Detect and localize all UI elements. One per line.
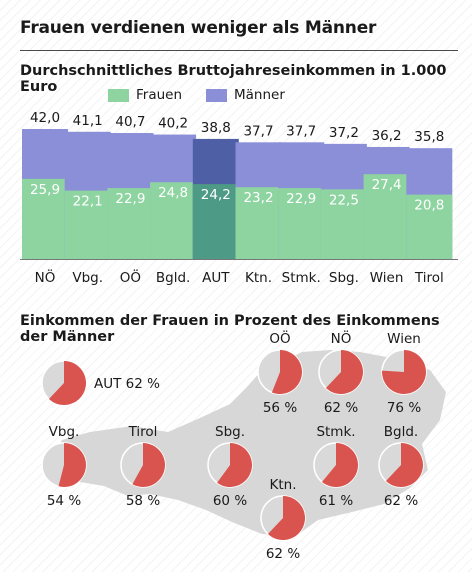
pie-region-label: Stmk.: [316, 424, 355, 440]
bar-category-label: OÖ: [120, 268, 141, 286]
pie-slice: [132, 443, 165, 487]
pie-slice: [267, 496, 305, 540]
pie-region-label: Ktn.: [270, 477, 297, 493]
austria-map-shape: [52, 350, 446, 536]
bar-frauen: [363, 174, 410, 259]
legend-label-maenner: Männer: [234, 87, 285, 103]
bar-category-label: NÖ: [35, 268, 56, 286]
bar-category-label: Ktn.: [245, 270, 272, 286]
bar-value-frauen: 23,2: [243, 190, 273, 206]
bar-value-maenner: 37,7: [286, 123, 316, 139]
pie-percent-label: 61 %: [319, 493, 353, 509]
pie-region-label: NÖ: [331, 329, 352, 347]
pie-percent-label: 58 %: [126, 493, 160, 509]
pie-slice: [271, 350, 302, 394]
bar-value-frauen: 24,2: [201, 187, 231, 203]
pie-label-aut: AUT 62 %: [94, 376, 160, 392]
bar-value-frauen: 20,8: [414, 198, 444, 214]
pie-slice: [58, 443, 86, 487]
bar-value-maenner: 40,7: [115, 114, 145, 130]
bar-category-label: Sbg.: [329, 270, 359, 286]
bar-category-label: Tirol: [414, 270, 444, 286]
pie-slice: [321, 442, 359, 487]
bar-frauen: [150, 182, 197, 259]
pie-percent-label: 56 %: [263, 400, 297, 416]
pie-region-label: OÖ: [269, 329, 290, 347]
legend-swatch-frauen: [108, 89, 129, 102]
bar-value-frauen: 22,9: [115, 191, 145, 207]
bar-category-label: AUT: [202, 270, 230, 286]
bar-value-maenner: 41,1: [73, 113, 103, 129]
bar-value-maenner: 37,7: [243, 123, 273, 139]
bar-value-maenner: 36,2: [372, 128, 402, 144]
bar-frauen: [406, 194, 453, 259]
bar-category-label: Stmk.: [282, 270, 321, 286]
pie-chart-subtitle: Einkommen der Frauen in Prozent des Eink…: [20, 313, 440, 345]
pie-percent-label: 76 %: [387, 400, 421, 416]
legend-swatch-maenner: [206, 89, 227, 102]
bar-value-frauen: 22,9: [286, 191, 316, 207]
pie-slice: [385, 443, 423, 487]
bar-frauen: [107, 188, 154, 259]
pie-percent-label: 60 %: [213, 493, 247, 509]
pie-slice: [217, 443, 252, 487]
bar-frauen: [235, 187, 282, 259]
chart-title: Frauen verdienen weniger als Männer: [20, 18, 377, 38]
pie-region-label: Bgld.: [384, 424, 418, 440]
bar-chart-subtitle: Durchschnittliches Bruttojahreseinkommen…: [20, 63, 447, 95]
bar-frauen: [192, 184, 239, 259]
pie-region-label: Vbg.: [49, 424, 80, 440]
pie-slice: [48, 361, 86, 405]
bar-value-frauen: 24,8: [158, 185, 188, 201]
pie-region-label: Wien: [387, 331, 421, 347]
bar-category-label: Vbg.: [72, 270, 103, 286]
pie-percent-label: 54 %: [47, 493, 81, 509]
title-rule: [20, 50, 458, 51]
legend-label-frauen: Frauen: [136, 87, 183, 103]
bar-frauen: [320, 189, 367, 259]
bar-category-label: Bgld.: [156, 270, 190, 286]
bar-frauen: [64, 190, 111, 259]
bar-value-maenner: 38,8: [201, 120, 231, 136]
bar-value-maenner: 37,2: [329, 125, 359, 141]
pie-slice: [325, 350, 363, 394]
bar-value-frauen: 22,5: [329, 192, 359, 208]
bar-value-maenner: 40,2: [158, 116, 188, 132]
pie-percent-label: 62 %: [384, 493, 418, 509]
bar-value-frauen: 22,1: [73, 194, 103, 210]
pie-percent-label: 62 %: [266, 546, 300, 562]
bar-category-label: Wien: [370, 270, 404, 286]
bar-value-frauen: 27,4: [372, 177, 402, 193]
bar-frauen: [22, 178, 68, 259]
pie-region-label: Tirol: [128, 424, 158, 440]
bar-frauen: [278, 188, 325, 259]
pie-region-label: Sbg.: [215, 424, 245, 440]
bar-value-frauen: 25,9: [30, 182, 60, 198]
bar-value-maenner: 42,0: [30, 110, 60, 126]
pie-slice: [381, 350, 426, 394]
pie-percent-label: 62 %: [324, 400, 358, 416]
bar-value-maenner: 35,8: [414, 129, 444, 145]
